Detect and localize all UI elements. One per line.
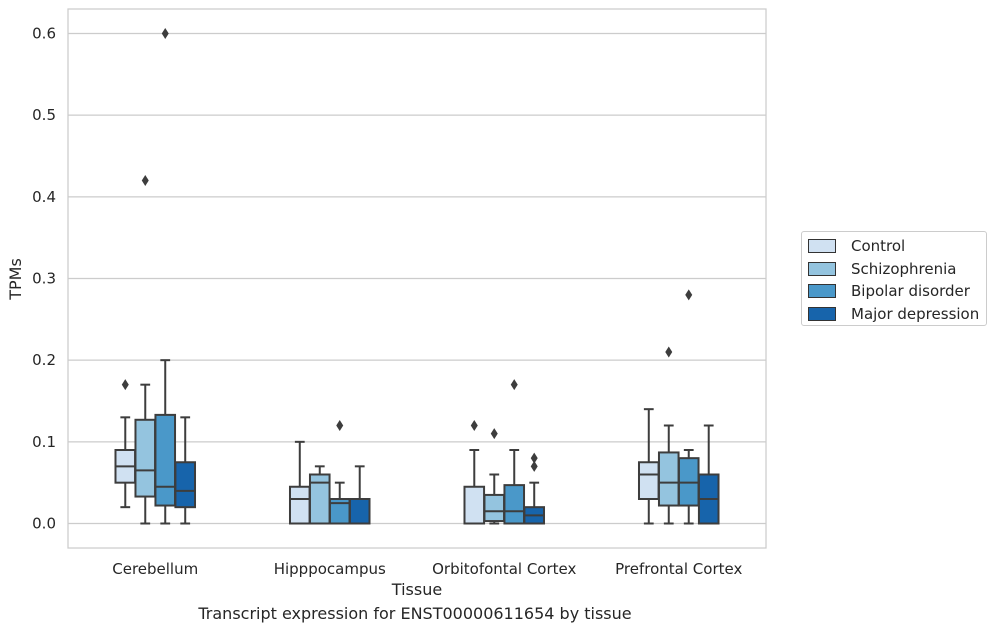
y-tick-label: 0.3: [32, 270, 56, 288]
legend-swatch: [808, 239, 836, 254]
box-iqr: [503, 484, 526, 525]
x-tick-label: Prefrontal Cortex: [615, 560, 742, 578]
box-control: [637, 408, 660, 525]
box-iqr: [154, 413, 177, 507]
box-major-depression: [348, 465, 371, 525]
y-tick-label: 0.5: [32, 106, 56, 124]
y-tick-label: 0.4: [32, 188, 56, 206]
legend-label: Bipolar disorder: [851, 282, 970, 301]
box-iqr: [288, 485, 311, 525]
legend-item: Schizophrenia: [808, 258, 986, 281]
box-control: [463, 420, 486, 525]
box-bipolar-disorder: [677, 289, 700, 525]
outlier-point: [510, 379, 518, 391]
outlier-point: [685, 289, 693, 301]
x-tick-label: Cerebellum: [112, 560, 198, 578]
outlier-point: [141, 175, 149, 186]
legend-label: Major depression: [851, 304, 980, 323]
x-tick-label: Orbitofontal Cortex: [432, 560, 576, 578]
y-tick-label: 0.0: [32, 515, 56, 533]
outlier-point: [490, 428, 498, 440]
box-iqr: [134, 418, 157, 498]
box-bipolar-disorder: [328, 420, 351, 525]
outlier-point: [121, 379, 129, 391]
box-schizophrenia: [483, 428, 506, 525]
legend-item: Control: [808, 235, 986, 258]
y-tick-label: 0.6: [32, 25, 56, 43]
box-major-depression: [697, 424, 720, 525]
legend-swatch: [808, 261, 836, 276]
legend-item: Bipolar disorder: [808, 280, 986, 303]
outlier-point: [530, 452, 538, 464]
outlier-point: [665, 346, 673, 358]
plot-area-frame: [67, 8, 767, 549]
box-iqr: [348, 498, 371, 525]
legend-label: Control: [851, 237, 906, 256]
outlier-point: [530, 460, 538, 472]
box-control: [114, 379, 137, 509]
box-iqr: [463, 485, 486, 525]
legend: Control Schizophrenia Bipolar disorder Majo…: [801, 231, 987, 326]
outlier-point: [161, 28, 169, 39]
x-tick-label: Hipppocampus: [274, 560, 386, 578]
box-control: [288, 440, 311, 525]
box-plot-marks: [114, 28, 720, 525]
box-major-depression: [523, 452, 546, 525]
box-schizophrenia: [308, 465, 331, 525]
box-bipolar-disorder: [154, 28, 177, 525]
y-tick-label: 0.2: [32, 351, 56, 369]
legend-label: Schizophrenia: [851, 259, 957, 278]
box-iqr: [657, 451, 680, 507]
chart-caption: Transcript expression for ENST0000061165…: [198, 604, 632, 623]
box-schizophrenia: [657, 346, 680, 525]
x-axis-ticks: Cerebellum Hipppocampus Orbitofontal Corte…: [112, 560, 742, 578]
outlier-point: [336, 420, 344, 431]
box-iqr: [637, 461, 660, 500]
outlier-point: [470, 420, 478, 431]
legend-swatch: [808, 306, 836, 321]
legend-swatch: [808, 284, 836, 299]
box-major-depression: [174, 416, 197, 525]
box-schizophrenia: [134, 175, 157, 525]
y-axis-ticks: 0.0 0.1 0.2 0.3 0.4 0.5 0.6: [32, 25, 56, 533]
box-bipolar-disorder: [503, 379, 526, 525]
y-axis-title: TPMs: [6, 258, 25, 301]
box-iqr: [174, 461, 197, 509]
y-tick-label: 0.1: [32, 433, 56, 451]
legend-item: Major depression: [808, 303, 986, 326]
box-iqr: [483, 493, 506, 523]
x-axis-title: Tissue: [391, 580, 442, 599]
